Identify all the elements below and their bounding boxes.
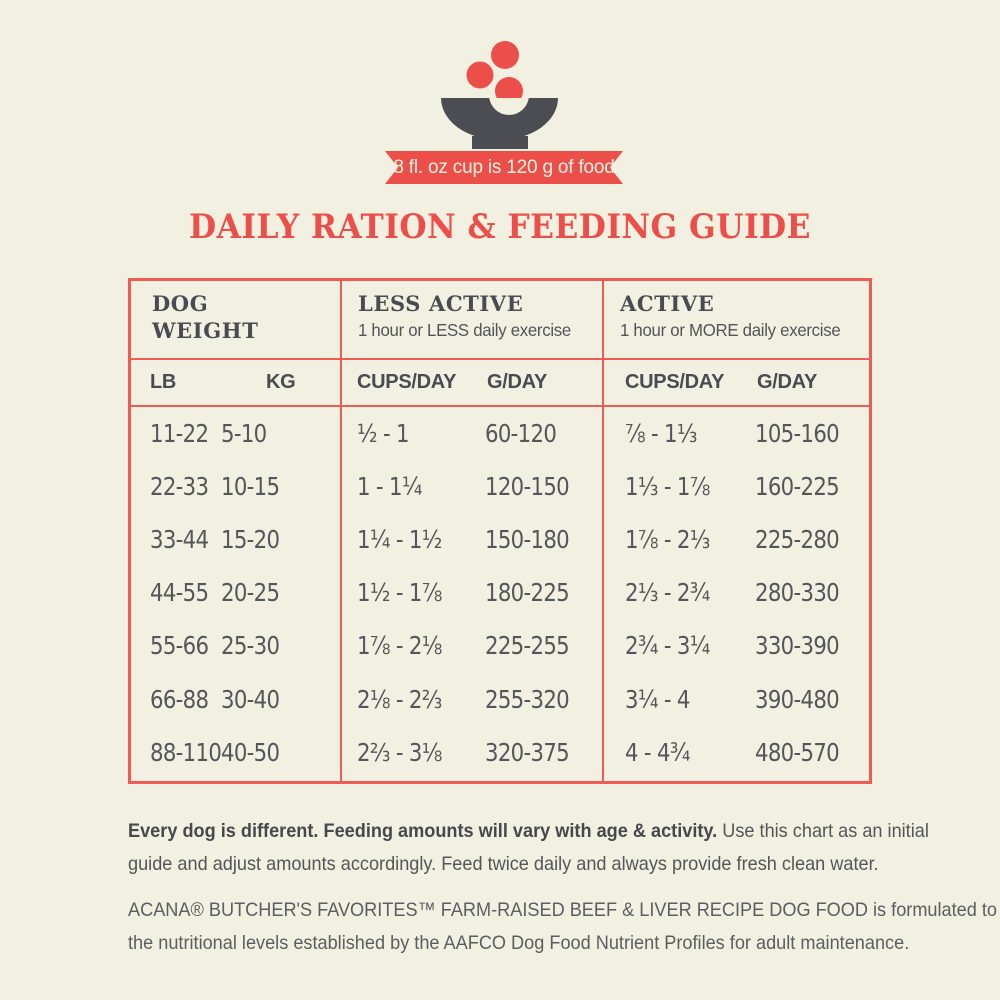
cell-kg: 5-10 bbox=[221, 419, 267, 449]
column-header-grams: G/DAY bbox=[757, 371, 818, 393]
cell-grams: 330-390 bbox=[755, 631, 840, 661]
cell-cups: 4 - 4¾ bbox=[625, 737, 690, 767]
cell-lb: 44-55 bbox=[150, 578, 209, 608]
cell-kg: 20-25 bbox=[221, 578, 280, 608]
table-row: 55-66 25-30 bbox=[131, 619, 340, 672]
cell-grams: 120-150 bbox=[485, 472, 570, 502]
cell-cups: 2¾ - 3¼ bbox=[625, 631, 710, 661]
group-title: ACTIVE bbox=[620, 291, 715, 316]
cell-grams: 480-570 bbox=[755, 737, 840, 767]
cell-cups: ½ - 1 bbox=[357, 419, 410, 449]
column-header-cups: CUPS/DAY bbox=[357, 371, 457, 393]
cell-grams: 105-160 bbox=[755, 419, 840, 449]
group-subtitle: 1 hour or MORE daily exercise bbox=[620, 320, 841, 340]
column-header-grams: G/DAY bbox=[487, 371, 548, 393]
cell-cups: 1⅞ - 2⅓ bbox=[625, 525, 710, 555]
cell-lb: 22-33 bbox=[150, 472, 209, 502]
table-row: 1⅞ - 2⅛ 225-255 bbox=[342, 619, 602, 672]
cell-cups: 2⅔ - 3⅛ bbox=[357, 737, 442, 767]
cup-measure-ribbon: 8 fl. oz cup is 120 g of food bbox=[385, 151, 623, 184]
table-row: 33-44 15-20 bbox=[131, 513, 340, 566]
group-header: DOG WEIGHT bbox=[131, 281, 340, 358]
column-group-active: ACTIVE 1 hour or MORE daily exercise CUP… bbox=[602, 281, 869, 781]
table-row: 1⅓ - 1⅞ 160-225 bbox=[604, 460, 869, 513]
table-row: 3¼ - 4 390-480 bbox=[604, 672, 869, 725]
cell-grams: 225-280 bbox=[755, 525, 840, 555]
cell-lb: 11-22 bbox=[150, 419, 209, 449]
table-row: 4 - 4¾ 480-570 bbox=[604, 726, 869, 779]
cell-grams: 390-480 bbox=[755, 684, 840, 714]
cell-cups: ⅞ - 1⅓ bbox=[625, 419, 697, 449]
cell-cups: 1⅞ - 2⅛ bbox=[357, 631, 442, 661]
cell-kg: 25-30 bbox=[221, 631, 280, 661]
table-row: 66-88 30-40 bbox=[131, 672, 340, 725]
cell-grams: 60-120 bbox=[485, 419, 557, 449]
cell-lb: 88-110 bbox=[150, 737, 222, 767]
table-row: ⅞ - 1⅓ 105-160 bbox=[604, 407, 869, 460]
cell-grams: 320-375 bbox=[485, 737, 570, 767]
cell-lb: 66-88 bbox=[150, 684, 209, 714]
cell-kg: 40-50 bbox=[221, 737, 280, 767]
cup-measure-text: 8 fl. oz cup is 120 g of food bbox=[393, 156, 615, 178]
note-line: ACANA® BUTCHER'S FAVORITES™ FARM-RAISED … bbox=[128, 899, 1000, 921]
note-bold-text: Every dog is different. Feeding amounts … bbox=[128, 820, 718, 842]
group-title: LESS ACTIVE bbox=[358, 291, 524, 316]
cell-lb: 33-44 bbox=[150, 525, 209, 555]
column-group-dog-weight: DOG WEIGHT LB KG 11-22 5-10 22-33 10-15 33… bbox=[131, 281, 340, 781]
cell-cups: 1⅓ - 1⅞ bbox=[625, 472, 710, 502]
column-header-cups: CUPS/DAY bbox=[625, 371, 725, 393]
cell-grams: 225-255 bbox=[485, 631, 570, 661]
table-row: 1¼ - 1½ 150-180 bbox=[342, 513, 602, 566]
table-row: 44-55 20-25 bbox=[131, 566, 340, 619]
page-title: DAILY RATION & FEEDING GUIDE bbox=[189, 207, 811, 247]
feeding-disclaimer-note: Every dog is different. Feeding amounts … bbox=[128, 815, 929, 881]
table-row: 2⅛ - 2⅔ 255-320 bbox=[342, 672, 602, 725]
table-row: 22-33 10-15 bbox=[131, 460, 340, 513]
table-row: 2¾ - 3¼ 330-390 bbox=[604, 619, 869, 672]
group-subtitle: 1 hour or LESS daily exercise bbox=[358, 320, 571, 340]
group-header: ACTIVE 1 hour or MORE daily exercise bbox=[604, 281, 869, 358]
cell-cups: 1¼ - 1½ bbox=[357, 525, 442, 555]
cell-cups: 2⅛ - 2⅔ bbox=[357, 684, 442, 714]
note-regular-text: Use this chart as an initial bbox=[717, 820, 929, 842]
table-row: 1⅞ - 2⅓ 225-280 bbox=[604, 513, 869, 566]
dog-food-bowl-with-kibble-icon bbox=[441, 41, 558, 149]
cell-cups: 1 - 1¼ bbox=[357, 472, 422, 502]
cell-grams: 280-330 bbox=[755, 578, 840, 608]
cell-grams: 180-225 bbox=[485, 578, 570, 608]
cell-lb: 55-66 bbox=[150, 631, 209, 661]
group-title: DOG WEIGHT bbox=[152, 291, 259, 343]
table-row: 1 - 1¼ 120-150 bbox=[342, 460, 602, 513]
table-row: 11-22 5-10 bbox=[131, 407, 340, 460]
column-header-lb: LB bbox=[150, 371, 177, 393]
table-row: 88-110 40-50 bbox=[131, 726, 340, 779]
aafco-statement-note: ACANA® BUTCHER'S FAVORITES™ FARM-RAISED … bbox=[128, 894, 1000, 960]
subheader-row: CUPS/DAY G/DAY bbox=[604, 358, 869, 407]
column-header-kg: KG bbox=[266, 371, 296, 393]
note-line: guide and adjust amounts accordingly. Fe… bbox=[128, 853, 879, 875]
table-row: ½ - 1 60-120 bbox=[342, 407, 602, 460]
cell-grams: 255-320 bbox=[485, 684, 570, 714]
note-line: Every dog is different. Feeding amounts … bbox=[128, 815, 929, 848]
cell-kg: 15-20 bbox=[221, 525, 280, 555]
subheader-row: CUPS/DAY G/DAY bbox=[342, 358, 602, 407]
group-header: LESS ACTIVE 1 hour or LESS daily exercis… bbox=[342, 281, 602, 358]
cell-grams: 160-225 bbox=[755, 472, 840, 502]
column-group-less-active: LESS ACTIVE 1 hour or LESS daily exercis… bbox=[340, 281, 602, 781]
cell-cups: 1½ - 1⅞ bbox=[357, 578, 442, 608]
feeding-table: DOG WEIGHT LB KG 11-22 5-10 22-33 10-15 33… bbox=[128, 278, 872, 784]
table-row: 2⅓ - 2¾ 280-330 bbox=[604, 566, 869, 619]
subheader-row: LB KG bbox=[131, 358, 340, 407]
table-row: 1½ - 1⅞ 180-225 bbox=[342, 566, 602, 619]
cell-grams: 150-180 bbox=[485, 525, 570, 555]
cell-kg: 10-15 bbox=[221, 472, 280, 502]
cell-kg: 30-40 bbox=[221, 684, 280, 714]
table-row: 2⅔ - 3⅛ 320-375 bbox=[342, 726, 602, 779]
cell-cups: 2⅓ - 2¾ bbox=[625, 578, 710, 608]
note-line: the nutritional levels established by th… bbox=[128, 932, 910, 954]
cell-cups: 3¼ - 4 bbox=[625, 684, 690, 714]
